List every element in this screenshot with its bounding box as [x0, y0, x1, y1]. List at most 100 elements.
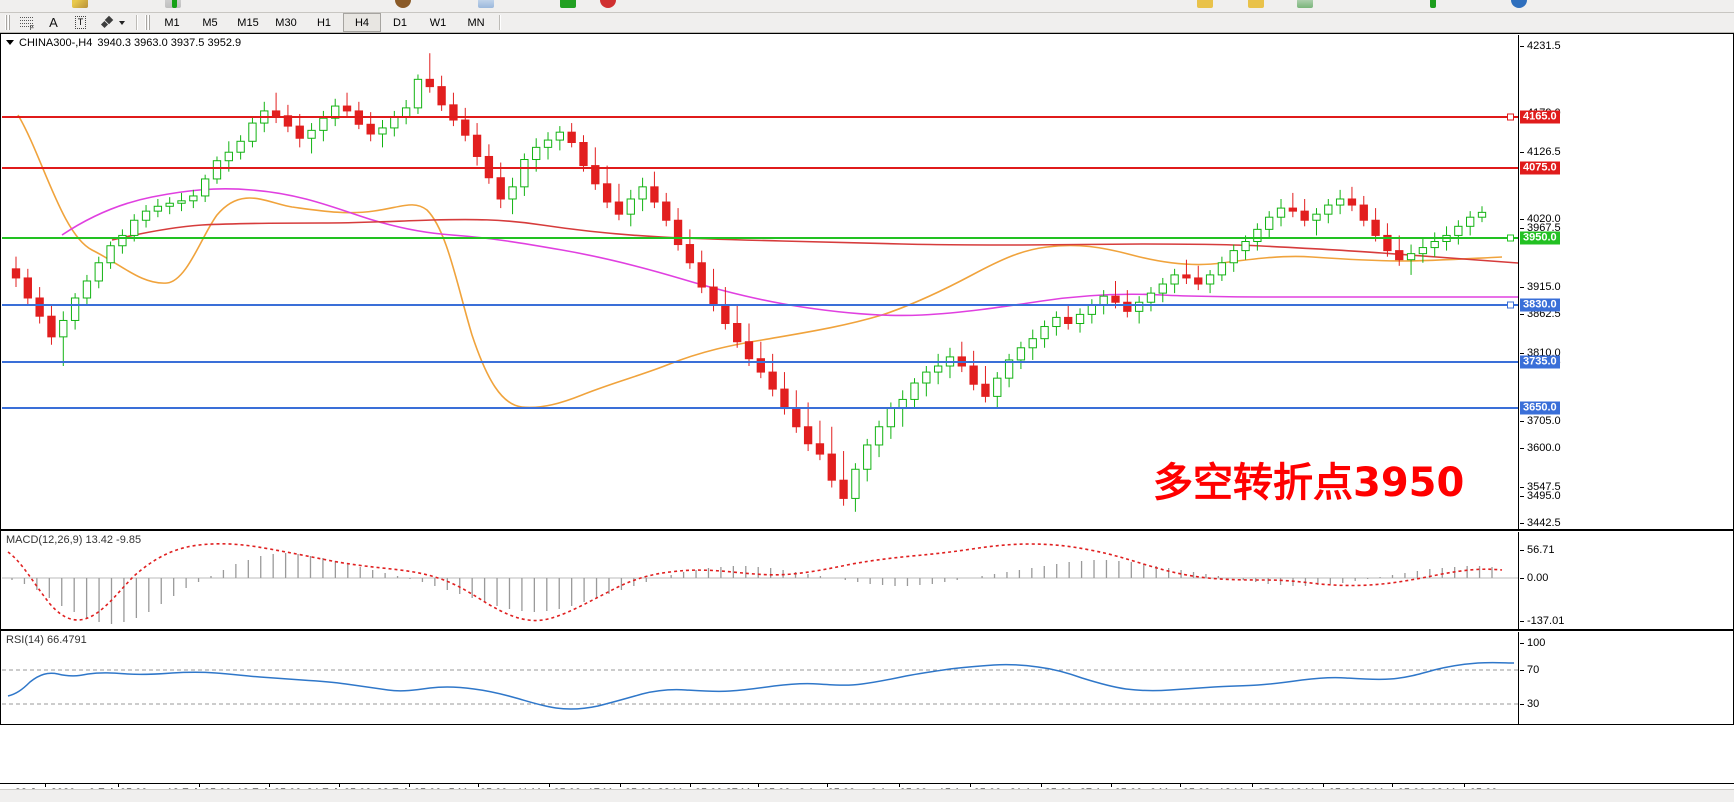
status-bar [0, 789, 1734, 802]
shapes-icon[interactable] [94, 13, 132, 32]
timeframe-m5[interactable]: M5 [202, 16, 218, 29]
rsi-label: RSI(14) 66.4791 [6, 634, 87, 646]
price-tick: 3705.0 [1520, 415, 1561, 427]
price-tick: 4231.5 [1520, 40, 1561, 52]
price-tick: 3915.0 [1520, 281, 1561, 293]
macd-tick: 0.00 [1519, 572, 1549, 584]
text-label-glyph: A [49, 15, 58, 30]
timeframe-h4[interactable]: H4 [343, 13, 381, 32]
time-axis-tick [478, 784, 479, 787]
price-tick: 3442.5 [1520, 517, 1561, 529]
tile-windows-icon[interactable] [1297, 0, 1313, 8]
text-box-glyph: T [74, 16, 87, 29]
macd-tick: 56.71 [1520, 544, 1555, 556]
time-axis-tick [1252, 784, 1253, 787]
time-axis-tick [199, 784, 200, 787]
stop-icon[interactable] [600, 0, 616, 8]
globe-icon[interactable] [1511, 0, 1527, 8]
resistance-4165-handle[interactable] [1507, 113, 1514, 121]
symbol-name: CHINA300-,H4 [19, 36, 93, 49]
symbol-bar[interactable]: CHINA300-,H4 3940.3 3963.0 3937.5 3952.9 [2, 35, 242, 50]
profile-yellow-2-icon[interactable] [1248, 0, 1264, 8]
time-axis-tick [1392, 784, 1393, 787]
time-axis-tick [1041, 784, 1042, 787]
price-tick: 3547.5 [1520, 481, 1561, 493]
toolbar-drawing-and-timeframes[interactable]: F A T M1 M5 M15 M30 H1 H4 D1 W1 MN [0, 13, 1734, 33]
window-icon[interactable] [478, 0, 494, 8]
ma-fast-line [17, 114, 1503, 409]
grid-glyph: F [20, 17, 34, 32]
profile-yellow-icon[interactable] [1197, 0, 1213, 8]
macd-label: MACD(12,26,9) 13.42 -9.85 [6, 534, 142, 546]
new-chart-green-icon[interactable] [172, 0, 177, 8]
crosshair-grid-icon[interactable]: F [13, 13, 40, 32]
timeframe-m1[interactable]: M1 [164, 16, 180, 29]
support-3735-line[interactable] [2, 361, 1519, 363]
resistance-4165-tag[interactable]: 4165.0 [1520, 110, 1560, 124]
price-tick: 4126.5 [1520, 146, 1561, 158]
timeframe-mn[interactable]: MN [467, 16, 485, 29]
pivot-3950-tag[interactable]: 3950.0 [1520, 231, 1560, 245]
text-label-icon[interactable]: A [40, 13, 67, 32]
time-axis-tick [269, 784, 270, 787]
support-3830-handle[interactable] [1507, 301, 1514, 309]
time-axis-tick [118, 784, 119, 787]
toolbar-separator-2 [499, 15, 501, 30]
support-3650-tag[interactable]: 3650.0 [1520, 401, 1560, 415]
rsi-tick: 30 [1519, 698, 1540, 710]
magnifier-icon[interactable] [72, 0, 88, 8]
rsi-plot[interactable] [2, 632, 1519, 725]
resistance-4075-line[interactable] [2, 167, 1519, 169]
toolbar-grip-1[interactable] [5, 15, 10, 30]
price-tick: 3967.5 [1520, 222, 1561, 234]
support-3650-line[interactable] [2, 407, 1519, 409]
pivot-3950-line[interactable] [2, 237, 1519, 239]
time-axis-tick [45, 784, 46, 787]
time-axis-tick [339, 784, 340, 787]
shapes-dropdown-caret-icon[interactable] [118, 20, 125, 25]
bar-green-icon[interactable] [1430, 0, 1436, 8]
time-axis-tick [1323, 784, 1324, 787]
support-3830-tag[interactable]: 3830.0 [1520, 298, 1560, 312]
time-axis-tick [758, 784, 759, 787]
price-tick: 3495.0 [1520, 490, 1561, 502]
pivot-3950-handle[interactable] [1507, 234, 1514, 242]
macd-plot[interactable] [2, 532, 1519, 630]
play-icon[interactable] [560, 0, 576, 8]
symbol-dropdown-icon[interactable] [6, 40, 14, 45]
time-axis-tick [620, 784, 621, 787]
timeframe-m15[interactable]: M15 [237, 16, 259, 29]
grid-f-letter: F [29, 25, 34, 32]
text-box-icon[interactable]: T [67, 13, 94, 32]
toolbar-grip-2[interactable] [145, 15, 150, 30]
support-3830-line[interactable] [2, 304, 1519, 306]
support-3735-tag[interactable]: 3735.0 [1520, 355, 1560, 369]
resistance-4075-tag[interactable]: 4075.0 [1520, 161, 1560, 175]
chart-area[interactable]: CHINA300-,H4 3940.3 3963.0 3937.5 3952.9… [0, 33, 1734, 803]
chart-annotation-text[interactable]: 多空转折点3950 [1153, 460, 1465, 506]
price-pane[interactable]: CHINA300-,H4 3940.3 3963.0 3937.5 3952.9… [0, 33, 1734, 530]
symbol-ohlc: 3940.3 3963.0 3937.5 3952.9 [97, 36, 242, 49]
time-axis-tick [899, 784, 900, 787]
price-plot[interactable]: 多空转折点3950 [2, 35, 1519, 530]
rsi-axis[interactable]: 100 70 30 [1518, 632, 1733, 725]
timeframe-m30[interactable]: M30 [275, 16, 297, 29]
resistance-4165-line[interactable] [2, 116, 1519, 118]
rsi-pane[interactable]: RSI(14) 66.4791 100 70 30 [0, 630, 1734, 725]
indicators-icon[interactable] [395, 0, 411, 8]
macd-tick: -137.01 [1519, 615, 1565, 627]
time-axis-tick [970, 784, 971, 787]
timeframe-d1[interactable]: D1 [392, 16, 408, 29]
price-axis[interactable]: 4231.54179.04126.54020.03967.53915.03862… [1518, 35, 1733, 530]
macd-axis[interactable]: 56.71 0.00 -137.01 [1518, 532, 1733, 630]
time-axis-tick [827, 784, 828, 787]
price-candles-svg [17, 114, 1519, 409]
timeframe-w1[interactable]: W1 [429, 16, 447, 29]
macd-svg [2, 543, 1519, 624]
shapes-glyph [100, 15, 116, 29]
macd-pane[interactable]: MACD(12,26,9) 13.42 -9.85 56.71 0.00 -137.… [0, 530, 1734, 630]
toolbar-top-row[interactable] [0, 0, 1734, 13]
timeframe-h1[interactable]: H1 [316, 16, 332, 29]
time-axis-tick [549, 784, 550, 787]
ma-slow-line [61, 188, 1518, 317]
